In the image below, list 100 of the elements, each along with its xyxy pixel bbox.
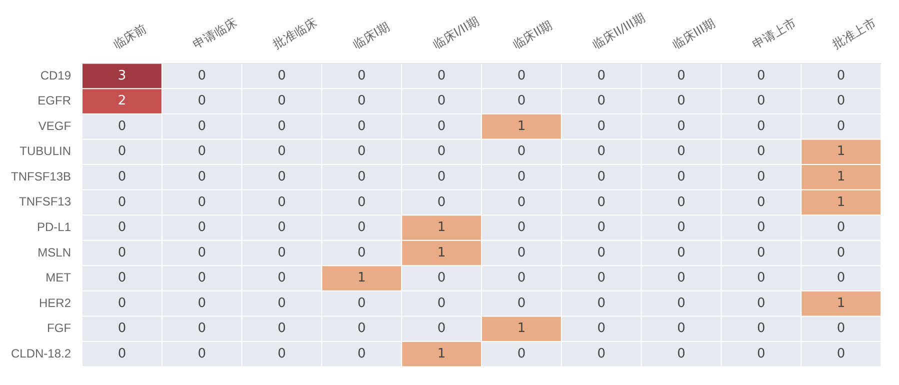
data-label: 0: [198, 144, 206, 160]
data-label: 0: [597, 144, 606, 160]
data-label: 1: [437, 245, 446, 260]
data-label: 3: [118, 68, 126, 84]
data-label: 1: [836, 144, 846, 160]
data-label: 0: [278, 144, 286, 160]
data-label: 1: [836, 194, 846, 210]
data-label: 0: [597, 220, 606, 236]
data-label: 0: [757, 220, 766, 236]
data-label: 0: [517, 245, 526, 260]
y-tick-label: TNFSF13B: [11, 169, 72, 184]
data-label: 0: [836, 270, 846, 286]
y-tick-label: PD-L1: [37, 220, 72, 234]
data-label: 0: [597, 296, 606, 311]
y-tick-label: TNFSF13: [19, 194, 72, 209]
data-label: 0: [437, 144, 446, 160]
y-tick-label: CD19: [40, 68, 72, 82]
data-label: 0: [358, 118, 366, 134]
data-label: 0: [677, 94, 686, 109]
y-tick-label: MET: [46, 270, 72, 285]
data-label: 0: [437, 270, 446, 286]
data-label: 0: [198, 270, 206, 286]
data-label: 0: [517, 194, 526, 210]
data-label: 0: [836, 68, 846, 84]
data-label: 0: [836, 118, 846, 134]
data-label: 0: [118, 296, 126, 311]
data-label: 0: [677, 321, 686, 336]
data-label: 0: [757, 296, 766, 311]
data-label: 0: [437, 170, 446, 185]
data-label: 0: [517, 144, 526, 160]
data-label: 0: [358, 68, 366, 84]
data-label: 0: [677, 245, 686, 260]
data-label: 0: [517, 270, 526, 286]
data-label: 0: [198, 245, 206, 260]
data-label: 0: [677, 220, 686, 236]
data-label: 0: [437, 68, 446, 84]
data-label: 0: [278, 170, 286, 185]
data-label: 0: [517, 94, 526, 109]
data-label: 0: [517, 346, 526, 362]
y-tick-label: TUBULIN: [20, 144, 72, 158]
data-label: 0: [118, 245, 126, 260]
x-tick-label: 临床前: [110, 21, 150, 52]
data-label: 0: [597, 321, 606, 336]
data-label: 0: [517, 296, 526, 311]
x-tick-label: 批准临床: [270, 15, 320, 52]
data-label: 0: [517, 220, 526, 236]
data-label: 0: [358, 170, 366, 185]
x-tick-label: 临床II/III期: [590, 10, 648, 52]
data-label: 0: [358, 144, 366, 160]
data-label: 0: [597, 245, 606, 260]
data-label: 0: [597, 170, 606, 185]
data-label: 0: [836, 94, 846, 109]
x-tick-label: 临床II期: [510, 18, 555, 52]
data-label: 0: [597, 270, 606, 286]
data-label: 0: [358, 194, 366, 210]
data-label: 0: [757, 144, 766, 160]
data-label: 1: [836, 296, 846, 311]
data-label: 0: [198, 346, 206, 362]
data-label: 0: [278, 296, 286, 311]
data-label: 0: [198, 321, 206, 336]
data-label: 0: [517, 170, 526, 185]
data-label: 0: [597, 94, 606, 109]
data-label: 0: [597, 68, 606, 84]
data-label: 0: [836, 346, 846, 362]
data-label: 0: [677, 270, 686, 286]
data-label: 0: [757, 245, 766, 260]
data-label: 0: [437, 94, 446, 109]
x-tick-label: 临床I期: [350, 20, 392, 52]
data-label: 0: [198, 170, 206, 185]
data-label: 0: [118, 346, 126, 362]
data-label: 0: [118, 194, 126, 210]
data-label: 0: [198, 194, 206, 210]
data-label: 1: [437, 220, 446, 236]
data-label: 0: [358, 346, 366, 362]
y-tick-label: HER2: [39, 296, 72, 310]
data-label: 1: [358, 270, 366, 286]
data-label: 0: [118, 321, 126, 336]
data-label: 0: [278, 220, 286, 236]
data-label: 0: [358, 321, 366, 336]
data-label: 0: [358, 296, 366, 311]
data-label: 0: [118, 118, 126, 134]
data-label: 0: [597, 194, 606, 210]
y-tick-label: CLDN-18.2: [10, 346, 72, 360]
data-label: 0: [118, 220, 126, 236]
data-label: 0: [757, 194, 766, 210]
data-label: 0: [437, 118, 446, 134]
data-label: 0: [757, 270, 766, 286]
y-tick-label: VEGF: [38, 118, 72, 133]
data-label: 0: [198, 296, 206, 311]
data-label: 0: [677, 68, 686, 84]
data-label: 0: [517, 68, 526, 84]
data-label: 0: [278, 245, 286, 260]
data-label: 0: [358, 220, 366, 236]
data-label: 0: [358, 94, 366, 109]
data-label: 0: [198, 220, 206, 236]
data-label: 0: [677, 118, 686, 134]
data-label: 0: [278, 118, 286, 134]
data-label: 0: [757, 346, 766, 362]
data-label: 1: [517, 321, 526, 336]
data-label: 0: [278, 346, 286, 362]
